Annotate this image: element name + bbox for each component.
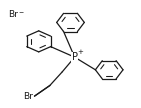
Text: −: − (18, 9, 24, 14)
Text: Br: Br (8, 10, 18, 18)
Text: Br: Br (23, 92, 33, 101)
Text: P: P (72, 52, 78, 62)
Text: +: + (77, 49, 83, 55)
